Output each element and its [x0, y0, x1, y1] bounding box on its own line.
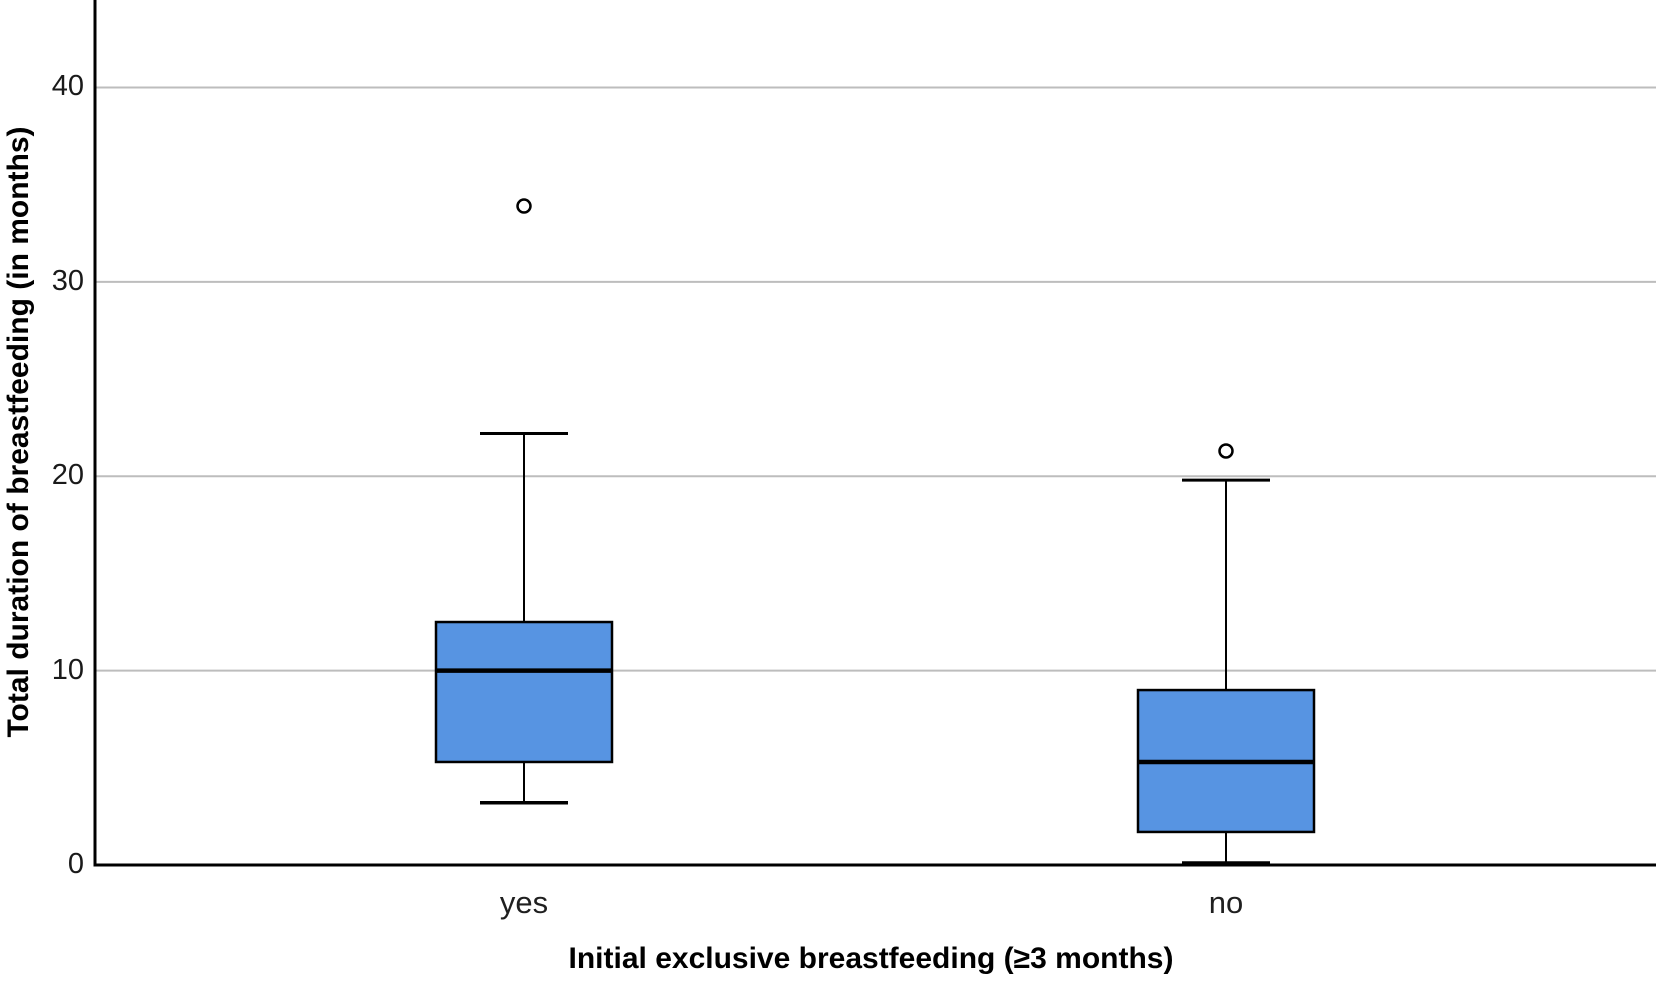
y-tick-label-30: 30 — [51, 264, 84, 297]
y-tick-label-0: 0 — [67, 847, 84, 880]
y-axis-title: Total duration of breastfeeding (in mont… — [2, 126, 35, 738]
x-axis-title: Initial exclusive breastfeeding (≥3 mont… — [568, 942, 1174, 975]
outlier-point-no — [1218, 443, 1234, 459]
category-label-yes: yes — [499, 885, 549, 920]
category-label-no: no — [1208, 885, 1244, 920]
y-tick-label-40: 40 — [51, 70, 84, 103]
y-tick-label-10: 10 — [51, 653, 84, 686]
box-yes — [434, 620, 614, 764]
y-tick-label-20: 20 — [51, 459, 84, 492]
outlier-point-yes — [516, 198, 532, 214]
